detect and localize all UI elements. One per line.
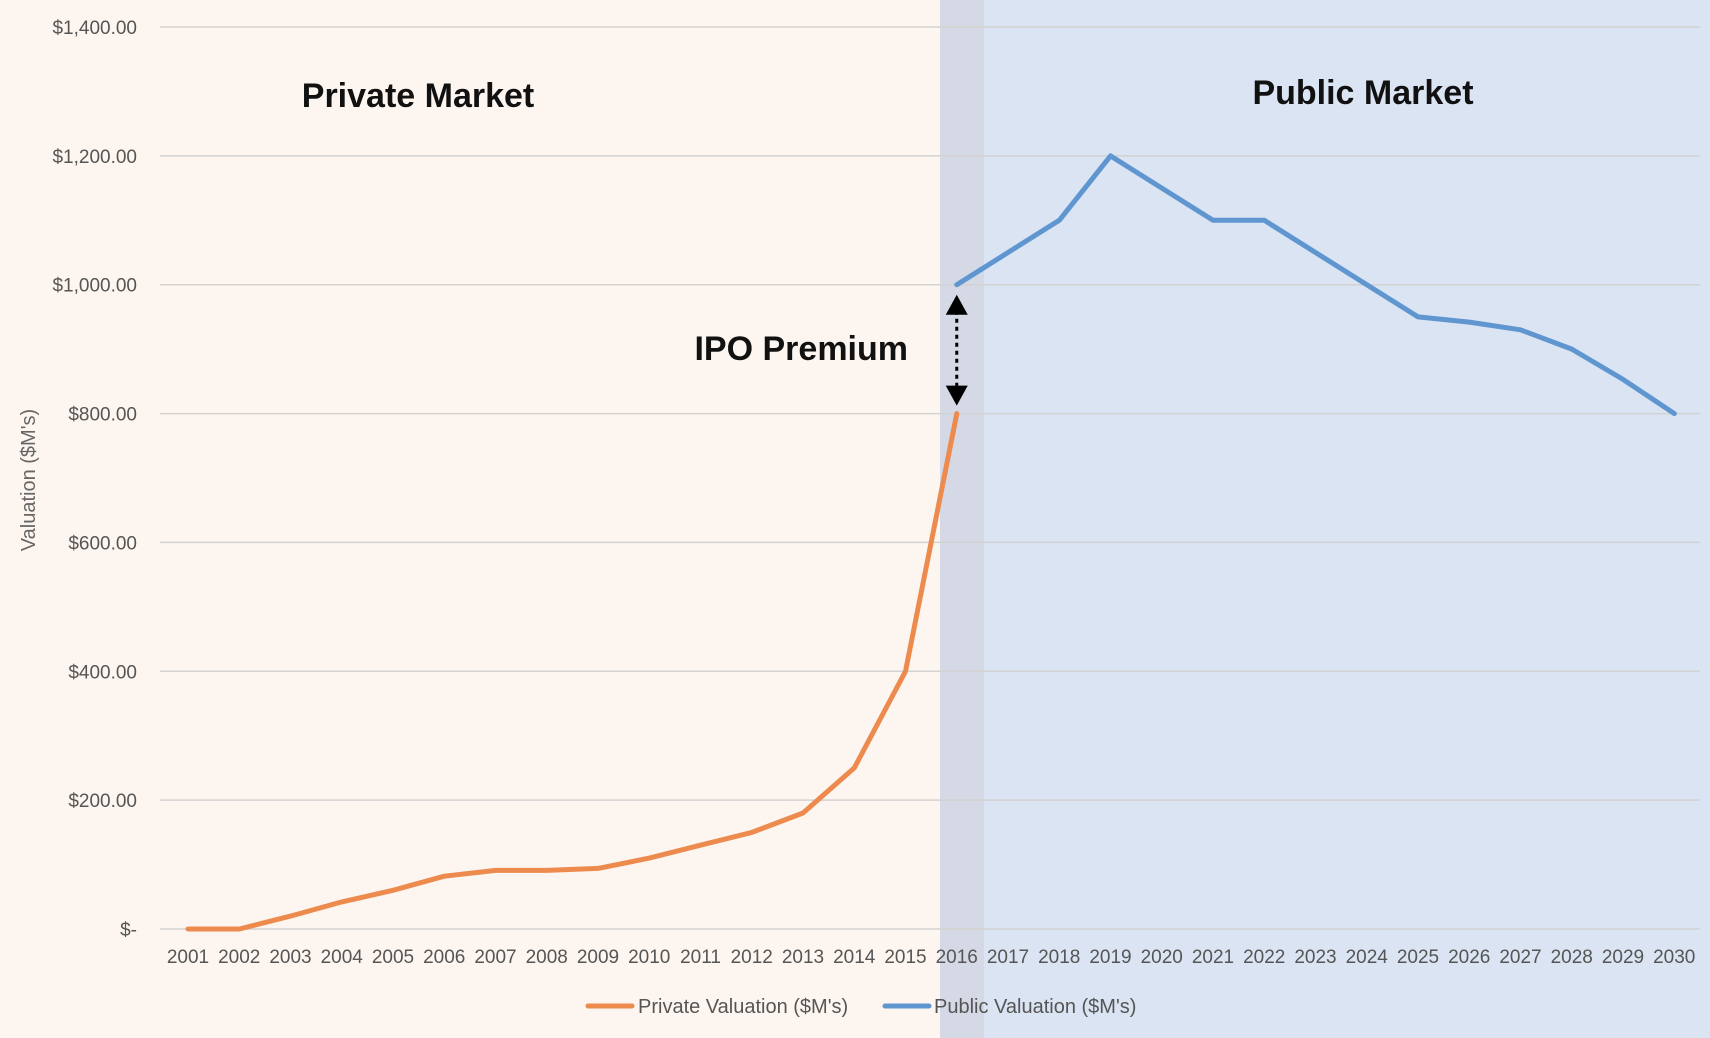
x-tick-label: 2018	[1038, 947, 1080, 968]
legend: Private Valuation ($M's) Public Valuation…	[585, 996, 1136, 1018]
x-tick-label: 2026	[1448, 947, 1490, 968]
y-tick-label: $-	[120, 920, 137, 941]
x-axis-ticks: 2001 2002 2003 2004 2005 2006 2007 2008 2009 2010…	[167, 947, 1696, 968]
x-tick-label: 2023	[1294, 947, 1336, 968]
legend-label: Private Valuation ($M's)	[638, 996, 848, 1018]
x-tick-label: 2029	[1602, 947, 1644, 968]
x-tick-label: 2002	[218, 947, 260, 968]
ipo-transition-band	[940, 0, 984, 1038]
x-tick-label: 2027	[1499, 947, 1541, 968]
x-tick-label: 2024	[1346, 947, 1389, 968]
ipo-premium-annotation: IPO Premium	[694, 294, 968, 406]
series-line-private	[185, 411, 960, 932]
x-tick-label: 2028	[1551, 947, 1593, 968]
private-market-label: Private Market	[302, 77, 534, 115]
x-tick-label: 2013	[782, 947, 824, 968]
legend-label: Public Valuation ($M's)	[934, 996, 1136, 1018]
y-tick-label: $800.00	[68, 405, 137, 426]
x-tick-label: 2001	[167, 947, 209, 968]
x-tick-label: 2020	[1141, 947, 1183, 968]
arrow-down-icon	[945, 385, 968, 406]
x-tick-label: 2017	[987, 947, 1029, 968]
x-tick-label: 2030	[1653, 947, 1695, 968]
x-tick-label: 2010	[628, 947, 670, 968]
y-axis-ticks: $- $200.00 $400.00 $600.00 $800.00 $1,000.00 $…	[52, 18, 137, 941]
x-tick-label: 2008	[526, 947, 568, 968]
private-market-region	[0, 0, 940, 1038]
x-tick-label: 2015	[884, 947, 926, 968]
x-tick-label: 2006	[423, 947, 465, 968]
y-tick-label: $1,000.00	[52, 276, 137, 297]
arrow-up-icon	[945, 294, 968, 315]
x-tick-label: 2004	[321, 947, 364, 968]
y-tick-label: $400.00	[68, 662, 137, 683]
y-tick-label: $1,200.00	[52, 147, 137, 168]
y-tick-label: $1,400.00	[52, 18, 137, 39]
series-lines	[185, 153, 1677, 932]
x-tick-label: 2007	[474, 947, 516, 968]
x-tick-label: 2016	[936, 947, 978, 968]
x-tick-label: 2003	[269, 947, 311, 968]
y-tick-label: $600.00	[68, 533, 137, 554]
x-tick-label: 2025	[1397, 947, 1439, 968]
x-tick-label: 2019	[1089, 947, 1131, 968]
public-market-label: Public Market	[1252, 74, 1473, 112]
x-tick-label: 2014	[833, 947, 876, 968]
x-tick-label: 2021	[1192, 947, 1234, 968]
x-tick-label: 2011	[680, 947, 721, 968]
x-tick-label: 2022	[1243, 947, 1285, 968]
x-tick-label: 2012	[731, 947, 773, 968]
y-tick-label: $200.00	[68, 791, 137, 812]
y-axis-title: Valuation ($M's)	[18, 409, 40, 551]
x-tick-label: 2005	[372, 947, 414, 968]
x-tick-label: 2009	[577, 947, 619, 968]
public-market-region	[940, 0, 1710, 1038]
ipo-premium-label: IPO Premium	[694, 330, 908, 368]
